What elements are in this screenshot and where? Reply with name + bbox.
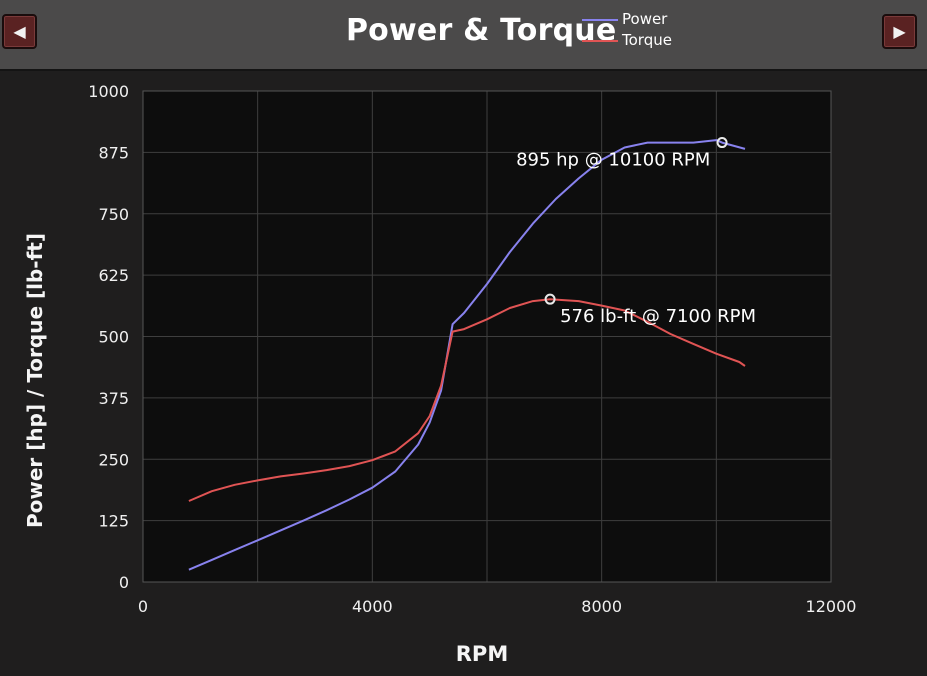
x-axis-label: RPM <box>456 642 508 666</box>
next-button[interactable]: ▶ <box>882 14 917 49</box>
triangle-right-icon: ▶ <box>893 21 906 41</box>
y-axis-label: Power [hp] / Torque [lb-ft] <box>23 233 47 528</box>
y-tick-label: 500 <box>98 328 129 347</box>
annotation-label: 895 hp @ 10100 RPM <box>516 150 710 171</box>
annotation-label: 576 lb-ft @ 7100 RPM <box>560 306 756 327</box>
y-tick-label: 250 <box>98 450 129 469</box>
peak-marker <box>544 293 556 305</box>
y-tick-label: 625 <box>98 266 129 285</box>
series-line-torque <box>188 298 746 502</box>
legend-swatch-power <box>582 19 618 21</box>
legend-label-power: Power <box>622 10 668 28</box>
peak-marker <box>716 137 728 149</box>
chart-title: Power & Torque <box>346 13 617 48</box>
header-bar: ◀ Power & Torque Power Torque ▶ <box>0 0 927 71</box>
x-tick-label: 0 <box>138 597 148 616</box>
x-tick-label: 8000 <box>581 597 622 616</box>
x-tick-label: 4000 <box>352 597 393 616</box>
y-tick-label: 375 <box>98 389 129 408</box>
series-line-power <box>188 139 746 571</box>
y-tick-label: 0 <box>119 573 129 592</box>
legend-label-torque: Torque <box>622 31 672 49</box>
y-tick-label: 875 <box>98 143 129 162</box>
legend-item-power: Power <box>582 10 702 30</box>
y-tick-label: 750 <box>98 205 129 224</box>
power-torque-chart: 0 125 250 375 500 625 750 875 1000 0 4000 8000 12000… <box>23 82 857 666</box>
legend-swatch-torque <box>582 40 618 42</box>
legend-item-torque: Torque <box>582 31 702 51</box>
x-tick-label: 12000 <box>806 597 857 616</box>
triangle-left-icon: ◀ <box>13 21 26 41</box>
y-tick-label: 1000 <box>88 82 129 101</box>
y-tick-label: 125 <box>98 512 129 531</box>
plot-frame <box>142 90 832 583</box>
prev-button[interactable]: ◀ <box>2 14 37 49</box>
legend: Power Torque <box>582 10 702 54</box>
